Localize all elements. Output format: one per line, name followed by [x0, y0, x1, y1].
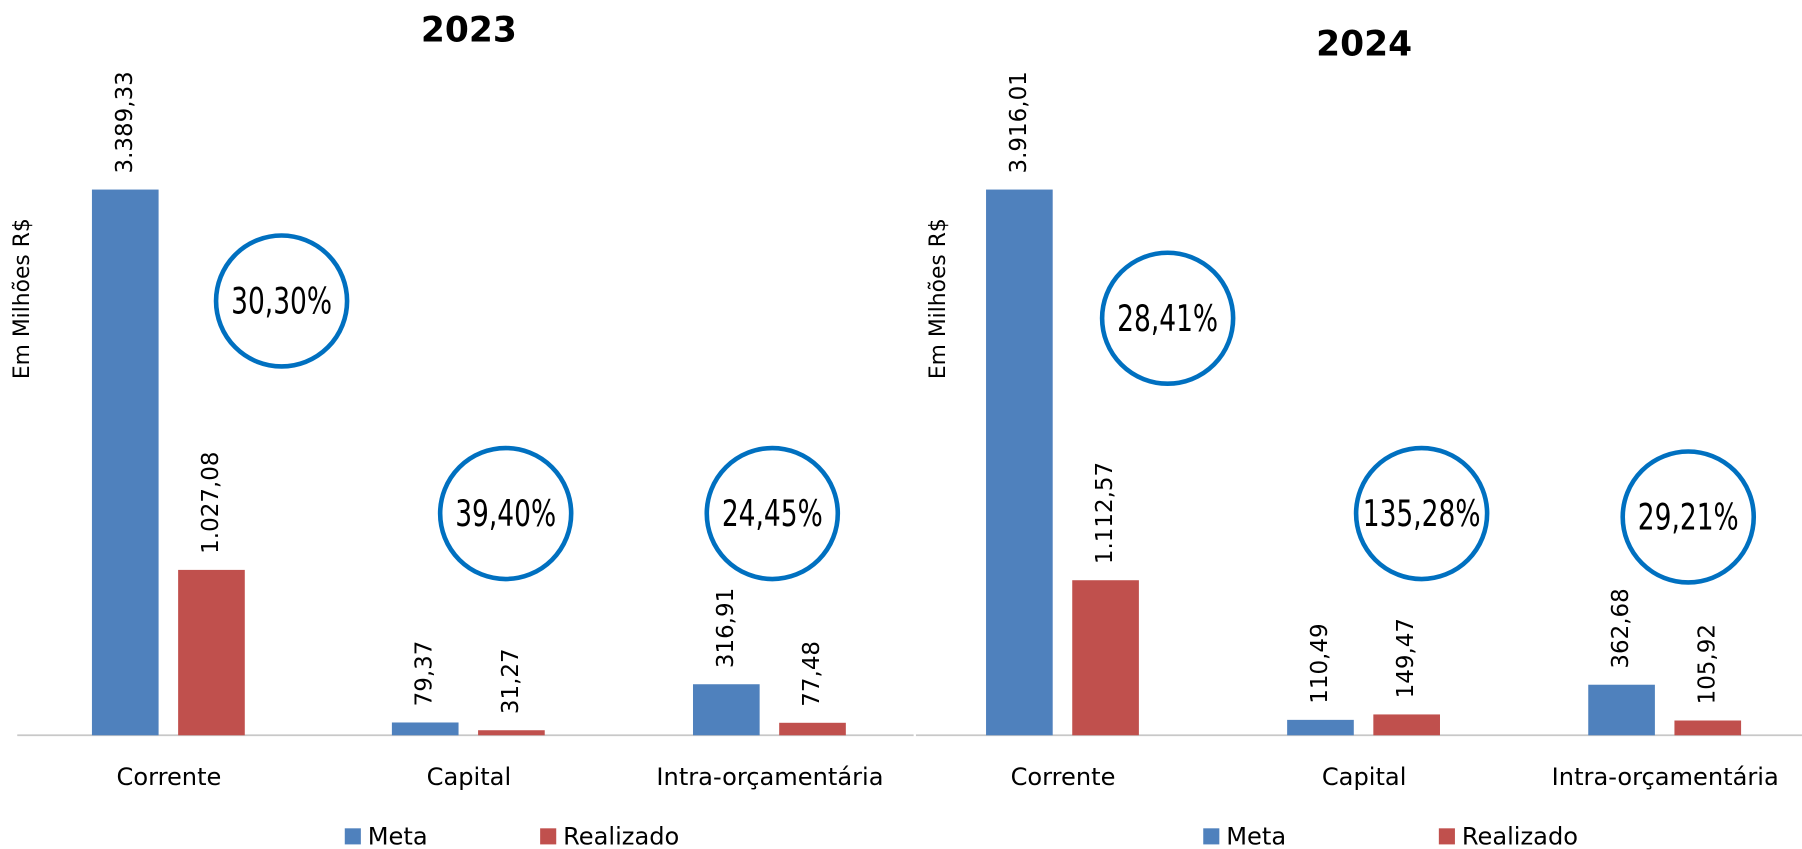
- x-tick-label: Corrente: [1011, 763, 1116, 791]
- value-label: 110,49: [1307, 623, 1333, 703]
- value-label: 79,37: [412, 641, 438, 707]
- value-label: 3.389,33: [112, 71, 138, 173]
- x-tick-label: Capital: [427, 763, 512, 791]
- legend-label: Meta: [1226, 823, 1286, 849]
- x-tick-label: Intra-orçamentária: [1552, 763, 1779, 791]
- value-label: 3.916,01: [1006, 71, 1032, 173]
- legend-swatch: [344, 828, 361, 845]
- legend-swatch: [1438, 828, 1455, 845]
- value-label: 77,48: [799, 641, 825, 707]
- y-axis-label: Em Milhões R$: [10, 218, 35, 379]
- bar: [178, 569, 245, 736]
- legend-label: Realizado: [563, 823, 679, 849]
- bar: [478, 730, 545, 736]
- legend-label: Meta: [368, 823, 428, 849]
- ratio-label: 29,21%: [1638, 495, 1739, 539]
- ratio-circle: [437, 445, 574, 582]
- ratio-circle: [213, 233, 350, 369]
- ratio-label: 28,41%: [1117, 296, 1218, 340]
- value-label: 149,47: [1393, 618, 1419, 698]
- y-axis-label: Em Milhões R$: [926, 218, 951, 379]
- value-label: 1.112,57: [1092, 462, 1118, 564]
- ratio-label: 135,28%: [1363, 492, 1481, 536]
- x-tick-label: Intra-orçamentária: [656, 763, 883, 791]
- chart: 2024 Em Milhões R$ Corrente Capital Intra-or…: [915, 24, 1802, 849]
- bar: [1287, 719, 1354, 736]
- chart-title: 2024: [1316, 24, 1412, 64]
- ratio-circle: [1099, 250, 1236, 387]
- ratio-label: 24,45%: [722, 492, 823, 536]
- bar: [1072, 580, 1139, 736]
- legend-label: Realizado: [1462, 823, 1578, 849]
- ratio-label: 39,40%: [455, 492, 556, 536]
- chart-title: 2023: [421, 11, 517, 51]
- x-tick-label: Capital: [1322, 763, 1407, 791]
- x-tick-label: Corrente: [116, 763, 221, 791]
- bar: [1373, 714, 1440, 736]
- bar: [779, 722, 846, 736]
- ratio-circle: [1620, 449, 1757, 585]
- value-label: 1.027,08: [198, 452, 224, 554]
- value-label: 31,27: [498, 648, 524, 714]
- bar: [91, 189, 159, 736]
- ratio-label: 30,30%: [231, 279, 332, 323]
- bar: [986, 189, 1053, 736]
- ratio-circle: [1353, 445, 1490, 582]
- bar: [391, 722, 459, 736]
- bar: [1588, 684, 1655, 736]
- bar: [1674, 720, 1742, 736]
- chart: 2023 Em Milhões R$ Corrente Capital Intra-or…: [10, 11, 914, 849]
- value-label: 316,91: [713, 588, 739, 668]
- bar: [692, 684, 760, 736]
- value-label: 362,68: [1608, 588, 1634, 668]
- ratio-circle: [704, 445, 841, 582]
- value-label: 105,92: [1694, 624, 1720, 704]
- legend-swatch: [1203, 828, 1220, 845]
- legend-swatch: [540, 828, 557, 845]
